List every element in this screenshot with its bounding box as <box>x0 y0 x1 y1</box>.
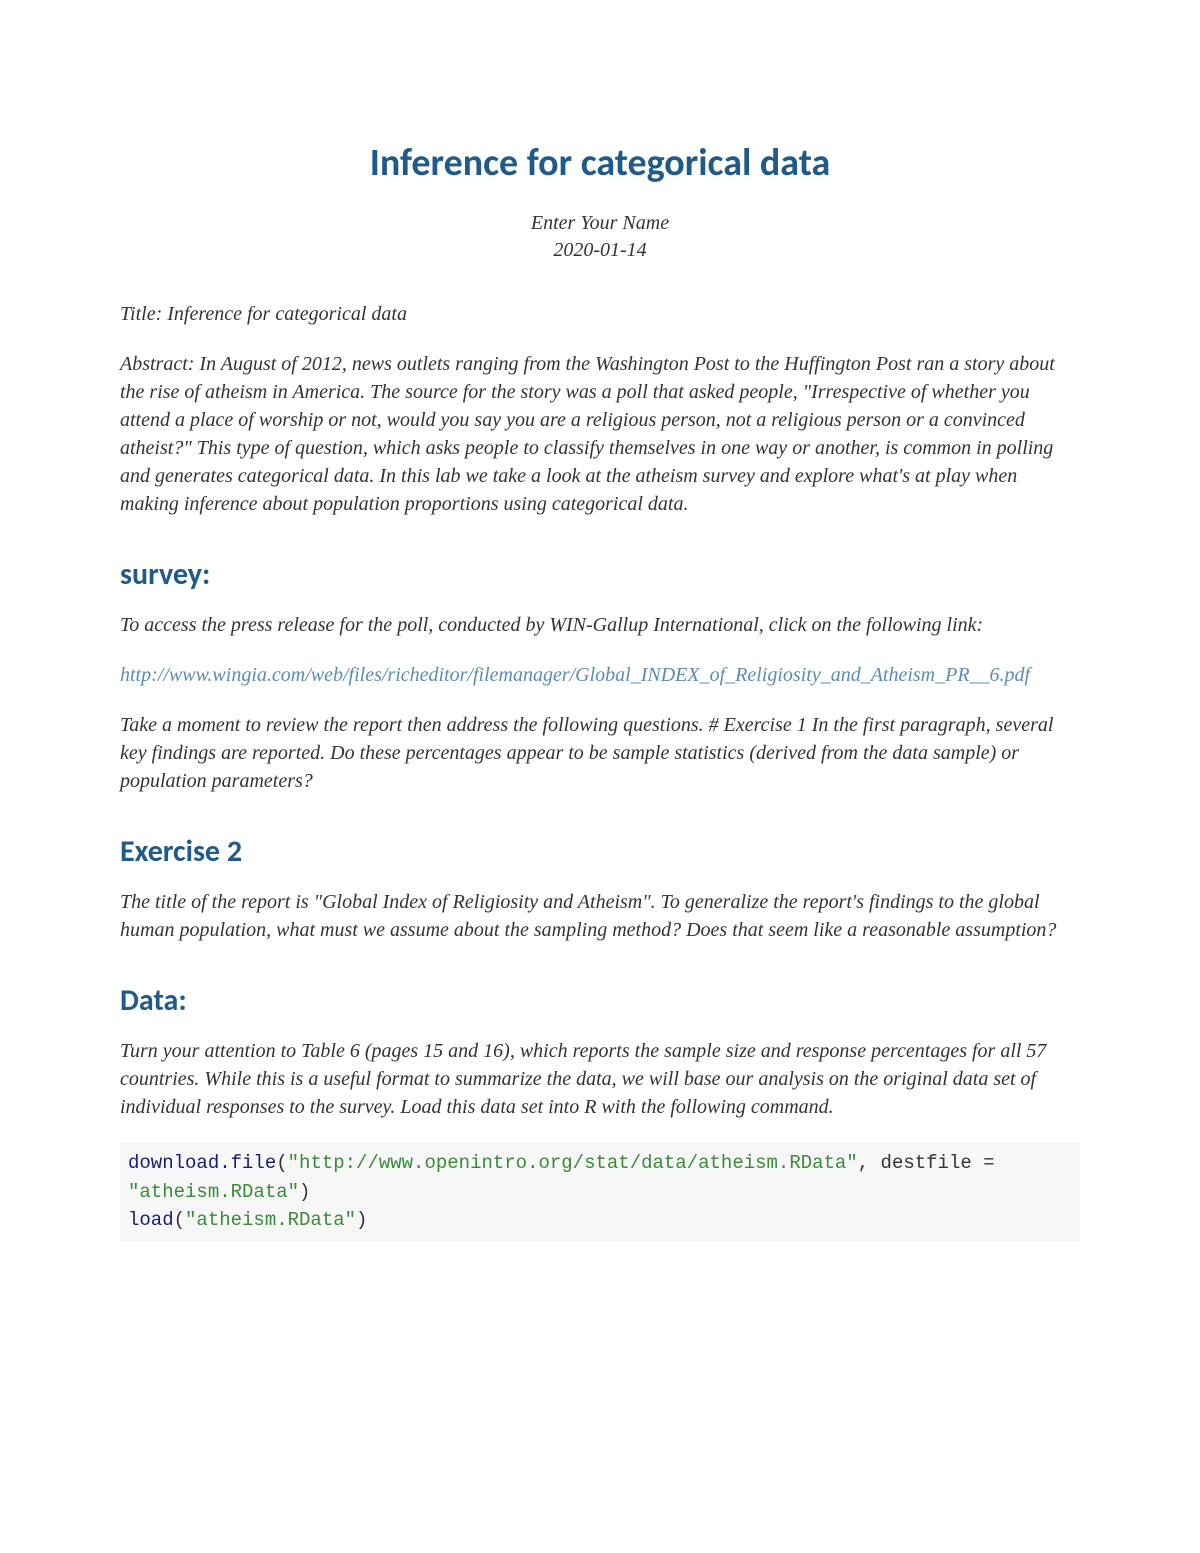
code-function: download.file <box>128 1152 276 1174</box>
code-block: download.file("http://www.openintro.org/… <box>120 1143 1080 1241</box>
code-function: load <box>128 1209 174 1231</box>
code-sep: , <box>858 1152 881 1174</box>
section-heading-data: Data: <box>120 982 1080 1019</box>
code-argname: destfile = <box>881 1152 1006 1174</box>
survey-intro-text: To access the press release for the poll… <box>120 611 1080 639</box>
section-heading-exercise2: Exercise 2 <box>120 833 1080 870</box>
code-paren: ) <box>356 1209 367 1231</box>
code-string: "http://www.openintro.org/stat/data/athe… <box>288 1152 858 1174</box>
code-paren: ) <box>299 1181 310 1203</box>
data-body-text: Turn your attention to Table 6 (pages 15… <box>120 1037 1080 1121</box>
code-string: "atheism.RData" <box>128 1181 299 1203</box>
code-paren: ( <box>174 1209 185 1231</box>
section-heading-survey: survey: <box>120 556 1080 593</box>
code-paren: ( <box>276 1152 287 1174</box>
abstract-text: Abstract: In August of 2012, news outlet… <box>120 350 1080 518</box>
exercise2-body-text: The title of the report is "Global Index… <box>120 888 1080 944</box>
code-string: "atheism.RData" <box>185 1209 356 1231</box>
author-block: Enter Your Name 2020-01-14 <box>120 210 1080 264</box>
survey-link[interactable]: http://www.wingia.com/web/files/richedit… <box>120 661 1080 689</box>
page-title: Inference for categorical data <box>120 140 1080 186</box>
author-name: Enter Your Name <box>120 210 1080 237</box>
survey-followup-text: Take a moment to review the report then … <box>120 711 1080 795</box>
document-date: 2020-01-14 <box>120 237 1080 264</box>
title-line: Title: Inference for categorical data <box>120 300 1080 328</box>
